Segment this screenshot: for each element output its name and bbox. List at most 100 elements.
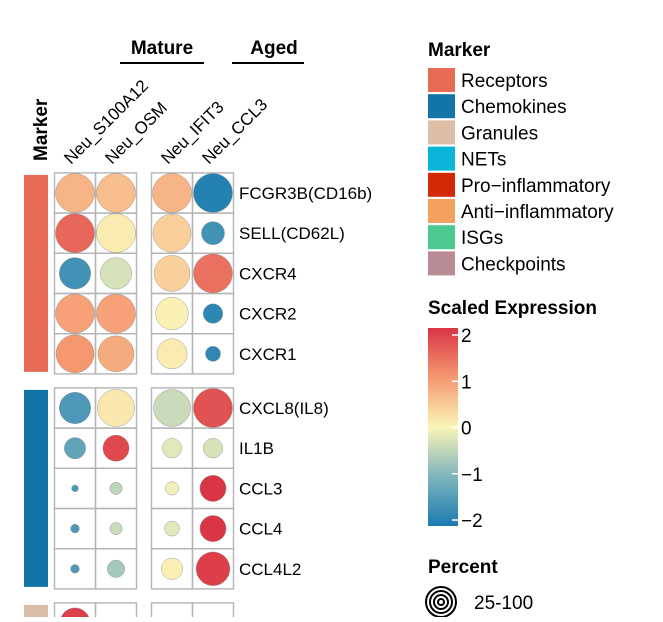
dot-fcgr3b-cd16b-neu-osm xyxy=(96,173,136,213)
marker-legend-label-pro-inflammatory: Pro−inflammatory xyxy=(461,176,611,197)
row-label-cxcr1: CXCR1 xyxy=(239,345,297,364)
dot-cxcl8-il8-neu-ccl3 xyxy=(193,388,233,428)
dot-ccl3-neu-osm xyxy=(109,482,123,495)
dot-granules-neu-s100a12 xyxy=(59,607,91,622)
dot-cxcr1-neu-ccl3 xyxy=(205,346,221,362)
row-label-sell-cd62l: SELL(CD62L) xyxy=(239,224,345,243)
row-label-cxcl8-il8: CXCL8(IL8) xyxy=(239,399,329,418)
dot-fcgr3b-cd16b-neu-s100a12 xyxy=(55,173,95,213)
marker-bar-receptors xyxy=(24,174,48,372)
grid-cell xyxy=(191,602,235,622)
dot-ccl4l2-neu-osm xyxy=(107,559,125,578)
marker-legend-swatch-receptors xyxy=(428,68,455,92)
dot-cxcr2-neu-osm xyxy=(96,293,136,334)
dot-sell-cd62l-neu-s100a12 xyxy=(55,213,95,253)
color-tick-label: −1 xyxy=(461,465,483,486)
color-tick-label: 2 xyxy=(461,326,472,347)
dot-cxcr2-neu-ccl3 xyxy=(203,303,223,324)
y-axis-title: Marker xyxy=(31,98,52,161)
marker-legend-swatch-granules xyxy=(428,120,455,145)
dot-ccl4-neu-ifit3 xyxy=(164,520,180,537)
dot-cxcr1-neu-osm xyxy=(97,335,135,372)
dot-cxcr2-neu-s100a12 xyxy=(55,293,95,334)
dot-cxcl8-il8-neu-ifit3 xyxy=(153,389,191,427)
dot-sell-cd62l-neu-osm xyxy=(96,213,136,253)
grid-cell xyxy=(94,333,138,375)
dot-ccl4-neu-osm xyxy=(109,522,123,535)
dots-layer xyxy=(55,173,233,622)
row-label-fcgr3b-cd16b: FCGR3B(CD16b) xyxy=(239,184,372,203)
dot-cxcr1-neu-ifit3 xyxy=(156,338,188,370)
dot-ccl4l2-neu-s100a12 xyxy=(70,564,80,574)
dot-cxcl8-il8-neu-osm xyxy=(97,389,135,427)
dot-grid xyxy=(53,172,235,622)
marker-legend-label-granules: Granules xyxy=(461,123,538,144)
dot-ccl4-neu-s100a12 xyxy=(70,524,80,534)
color-tick-label: 1 xyxy=(461,372,472,393)
size-legend-label: 25-100 xyxy=(474,593,533,614)
marker-legend-label-checkpoints: Checkpoints xyxy=(461,254,566,275)
dot-sell-cd62l-neu-ifit3 xyxy=(152,213,192,253)
dot-il1b-neu-s100a12 xyxy=(64,437,86,460)
dot-fcgr3b-cd16b-neu-ifit3 xyxy=(152,173,192,213)
marker-bar-granules xyxy=(24,604,48,617)
marker-legend-swatch-pro-inflammatory xyxy=(428,172,455,197)
dot-il1b-neu-ifit3 xyxy=(162,438,182,459)
dot-cxcr4-neu-ccl3 xyxy=(193,253,233,294)
row-labels: FCGR3B(CD16b) SELL(CD62L) CXCR4 CXCR2 CXCR1 C… xyxy=(239,184,372,579)
dot-cxcr1-neu-s100a12 xyxy=(55,334,95,374)
marker-legend-title: Marker xyxy=(428,40,491,61)
marker-category-bar xyxy=(24,174,48,617)
dot-cxcr2-neu-ifit3 xyxy=(155,297,189,331)
dot-cxcr4-neu-ifit3 xyxy=(153,255,191,292)
row-label-il1b: IL1B xyxy=(239,439,274,458)
grid-cell xyxy=(191,333,235,375)
color-tick-label: 0 xyxy=(461,419,472,440)
dot-fcgr3b-cd16b-neu-ccl3 xyxy=(193,173,233,213)
dot-il1b-neu-osm xyxy=(102,434,130,462)
marker-legend: Receptors Chemokines Granules NETs Pro−infla… xyxy=(428,68,614,276)
grid-cell xyxy=(94,602,138,622)
dot-cxcr4-neu-s100a12 xyxy=(59,257,91,290)
size-legend-title: Percent xyxy=(428,557,498,578)
grid-cell xyxy=(94,548,138,590)
dot-il1b-neu-ccl3 xyxy=(203,438,223,459)
marker-legend-label-receptors: Receptors xyxy=(461,71,548,92)
marker-legend-swatch-chemokines xyxy=(428,94,455,119)
group-label-aged: Aged xyxy=(250,38,298,59)
marker-legend-label-nets: NETs xyxy=(461,150,506,171)
group-label-mature: Mature xyxy=(131,38,193,59)
color-tick-label: −2 xyxy=(461,511,483,532)
marker-legend-swatch-isgs xyxy=(428,225,455,250)
marker-bar-chemokines xyxy=(24,389,48,587)
dot-cxcr4-neu-osm xyxy=(100,257,132,290)
row-label-cxcr2: CXCR2 xyxy=(239,305,297,324)
grid-cell xyxy=(191,548,235,590)
marker-legend-label-anti-inflammatory: Anti−inflammatory xyxy=(461,202,614,223)
dot-ccl4-neu-ccl3 xyxy=(199,515,227,542)
grid-cell xyxy=(53,602,97,622)
row-label-ccl4l2: CCL4L2 xyxy=(239,560,301,579)
marker-legend-swatch-anti-inflammatory xyxy=(428,199,455,223)
marker-legend-swatch-checkpoints xyxy=(428,251,455,276)
column-labels: Neu_S100A12 Neu_OSM Neu_IFIT3 Neu_CCL3 xyxy=(60,76,271,168)
dot-ccl3-neu-ccl3 xyxy=(199,475,227,502)
dot-ccl4l2-neu-ccl3 xyxy=(195,551,231,586)
size-legend-symbol xyxy=(425,586,457,618)
dot-cxcl8-il8-neu-s100a12 xyxy=(59,392,91,424)
marker-legend-label-isgs: ISGs xyxy=(461,228,503,249)
marker-legend-label-chemokines: Chemokines xyxy=(461,97,567,118)
row-label-cxcr4: CXCR4 xyxy=(239,264,297,283)
dot-ccl3-neu-s100a12 xyxy=(71,484,79,492)
dot-ccl3-neu-ifit3 xyxy=(165,481,179,496)
dot-ccl4l2-neu-ifit3 xyxy=(161,557,183,580)
dot-sell-cd62l-neu-ccl3 xyxy=(201,221,225,245)
grid-cell xyxy=(150,602,194,622)
color-legend-title: Scaled Expression xyxy=(428,298,597,319)
color-legend-ticks: 2 1 0 −1 −2 xyxy=(452,326,483,532)
marker-legend-swatch-nets xyxy=(428,146,455,171)
row-label-ccl3: CCL3 xyxy=(239,479,282,498)
row-label-ccl4: CCL4 xyxy=(239,520,282,539)
